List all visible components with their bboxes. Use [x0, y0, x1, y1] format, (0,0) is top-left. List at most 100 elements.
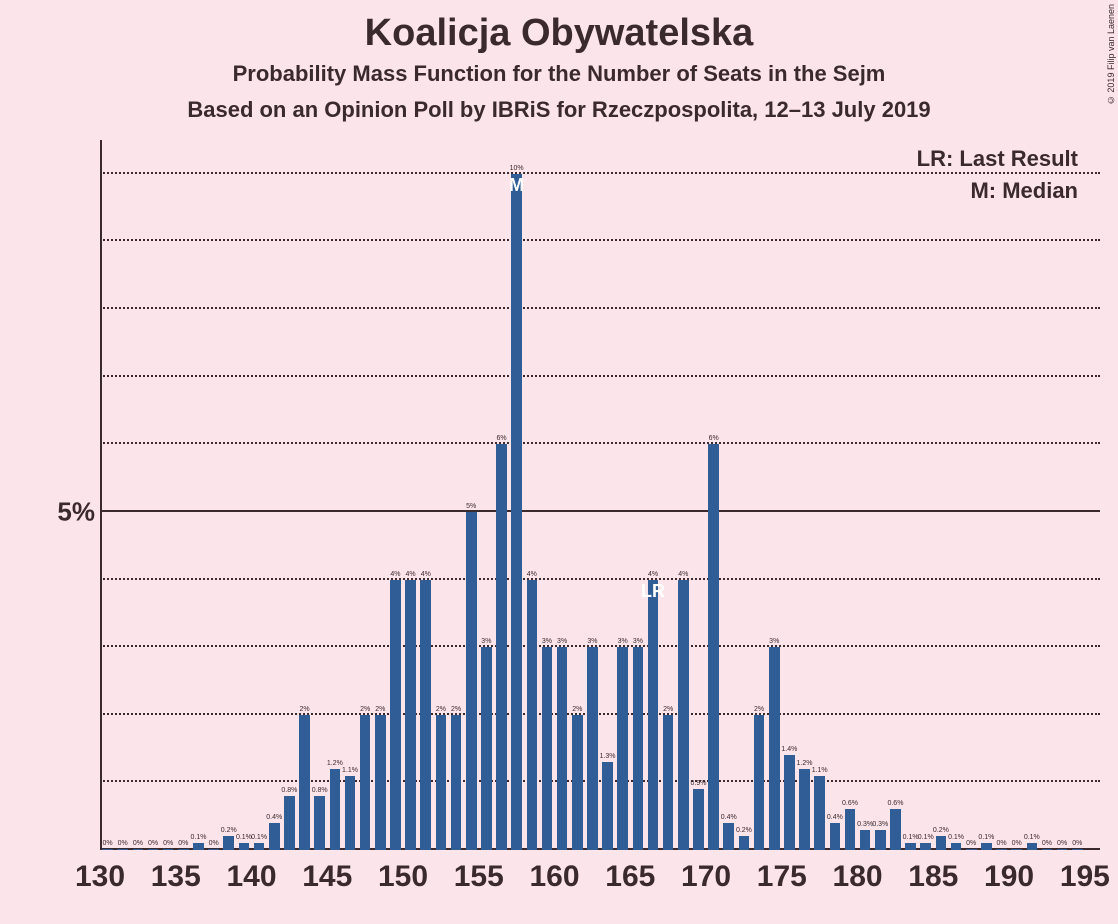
gridline-minor [100, 172, 1100, 174]
bar [178, 849, 189, 850]
bar-value-label: 0.3% [868, 821, 892, 828]
bar-value-label: 5% [459, 503, 483, 510]
bar [420, 580, 431, 850]
x-tick-label: 180 [833, 860, 883, 894]
bar [117, 849, 128, 850]
bar-value-label: 1.1% [808, 767, 832, 774]
bar [920, 843, 931, 850]
bar [1011, 849, 1022, 850]
x-tick-label: 140 [226, 860, 276, 894]
bar [239, 843, 250, 850]
bar [314, 796, 325, 850]
bar-value-label: 0% [202, 840, 226, 847]
x-tick-label: 190 [984, 860, 1034, 894]
chart-subtitle-1: Probability Mass Function for the Number… [0, 61, 1118, 87]
gridline-minor [100, 375, 1100, 377]
bar [1057, 849, 1068, 850]
bar-value-label: 2% [368, 706, 392, 713]
bar [436, 715, 447, 850]
bar-value-label: 0.4% [717, 814, 741, 821]
bar [890, 809, 901, 850]
bar [875, 830, 886, 850]
bar [633, 647, 644, 850]
bar-value-label: 3% [474, 638, 498, 645]
bar-value-label: 0.1% [914, 834, 938, 841]
y-tick-label: 5% [45, 496, 95, 527]
bar-value-label: 3% [626, 638, 650, 645]
bar-value-label: 0.1% [247, 834, 271, 841]
bar [1072, 849, 1083, 850]
bar-value-label: 1.3% [596, 753, 620, 760]
bar [511, 174, 522, 850]
gridline-minor [100, 645, 1100, 647]
x-tick-label: 155 [454, 860, 504, 894]
bar [663, 715, 674, 850]
bar [754, 715, 765, 850]
gridline-minor [100, 239, 1100, 241]
bar [542, 647, 553, 850]
chart-subtitle-2: Based on an Opinion Poll by IBRiS for Rz… [0, 97, 1118, 123]
bar-value-label: 2% [293, 706, 317, 713]
bar-value-label: 3% [580, 638, 604, 645]
bar [254, 843, 265, 850]
bar-value-label: 0.6% [838, 800, 862, 807]
bar [451, 715, 462, 850]
bar-value-label: 2% [565, 706, 589, 713]
chart-title: Koalicja Obywatelska [0, 12, 1118, 55]
x-tick-label: 160 [530, 860, 580, 894]
bar [481, 647, 492, 850]
bar [966, 849, 977, 850]
bar [996, 849, 1007, 850]
gridline-minor [100, 780, 1100, 782]
bar [587, 647, 598, 850]
bar [466, 512, 477, 850]
bar-value-label: 1.1% [338, 767, 362, 774]
bar [830, 823, 841, 850]
bar [784, 755, 795, 850]
bar-value-label: 6% [490, 435, 514, 442]
bar [1042, 849, 1053, 850]
bar-value-label: 4% [520, 571, 544, 578]
bar-value-label: 0.6% [883, 800, 907, 807]
y-axis [100, 140, 102, 850]
bar-value-label: 0.2% [732, 827, 756, 834]
bar [602, 762, 613, 850]
bar-value-label: 3% [762, 638, 786, 645]
bar [814, 776, 825, 850]
bar [133, 849, 144, 850]
bar-value-label: 4% [641, 571, 665, 578]
plot-area: 5%13013514014515015516016517017518018519… [100, 140, 1100, 850]
x-tick-label: 165 [605, 860, 655, 894]
bar [572, 715, 583, 850]
x-tick-label: 195 [1060, 860, 1110, 894]
bar [299, 715, 310, 850]
x-tick-label: 135 [151, 860, 201, 894]
bar [860, 830, 871, 850]
bar-value-label: 10% [505, 165, 529, 172]
copyright-text: © 2019 Filip van Laenen [1104, 0, 1118, 109]
bar [678, 580, 689, 850]
bar-value-label: 0.4% [823, 814, 847, 821]
bar [360, 715, 371, 850]
bar [905, 843, 916, 850]
x-tick-label: 170 [681, 860, 731, 894]
bar-value-label: 1.4% [777, 746, 801, 753]
bar [148, 849, 159, 850]
bar [845, 809, 856, 850]
gridline-minor [100, 307, 1100, 309]
bar [163, 849, 174, 850]
bar [799, 769, 810, 850]
bar-value-label: 0.9% [686, 780, 710, 787]
bar [330, 769, 341, 850]
chart-area: 5%13013514014515015516016517017518018519… [40, 140, 1100, 910]
x-tick-label: 185 [908, 860, 958, 894]
bar-value-label: 2% [444, 706, 468, 713]
bar [496, 444, 507, 850]
bar-value-label: 2% [747, 706, 771, 713]
bar [557, 647, 568, 850]
bar-value-label: 0% [1065, 840, 1089, 847]
bar-value-label: 3% [550, 638, 574, 645]
gridline-major [100, 510, 1100, 512]
bar [345, 776, 356, 850]
bar [208, 849, 219, 850]
